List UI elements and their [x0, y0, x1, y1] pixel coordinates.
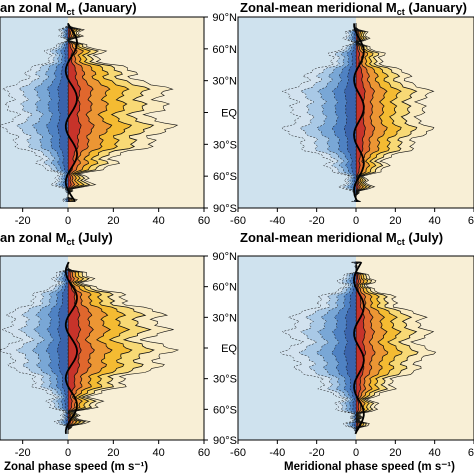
x-tick-label: 0 — [353, 447, 359, 459]
x-tick-label: 40 — [429, 447, 441, 459]
lat-label: 60°N — [212, 44, 237, 56]
x-tick-label: 60 — [198, 215, 210, 227]
x-tick-label: -40 — [269, 447, 285, 459]
lat-label: 30°N — [212, 76, 237, 88]
lat-label: 30°N — [212, 312, 237, 324]
x-axis-label: Meridional phase speed (m s⁻¹) — [284, 461, 455, 473]
west-contour-4 — [331, 261, 357, 434]
x-tick-label: -20 — [309, 447, 325, 459]
lat-label: EQ — [221, 108, 237, 120]
x-tick-label: 0 — [65, 447, 71, 459]
x-tick-label: 20 — [107, 215, 119, 227]
x-tick-label: -60 — [230, 215, 246, 227]
panel-title: Zonal-mean meridional Mct (July) — [240, 230, 443, 247]
x-tick-label: 60 — [468, 215, 474, 227]
x-tick-label: -20 — [15, 215, 31, 227]
x-tick-label: -20 — [15, 447, 31, 459]
plot-area — [238, 256, 474, 440]
lat-label: 60°S — [213, 171, 237, 183]
x-tick-label: -40 — [269, 215, 285, 227]
lat-label: 90°S — [213, 435, 237, 447]
zero-contour — [64, 22, 79, 203]
panel-2: Zonal-mean meridional Mct (January) -60 -4… — [230, 0, 474, 227]
x-tick-label: -20 — [309, 215, 325, 227]
x-tick-label: 60 — [198, 447, 210, 459]
panel-4: Zonal-mean meridional Mct (July) -60 -40 -2… — [230, 230, 474, 473]
zero-contour — [353, 23, 365, 202]
panel-title: an zonal Mct (January) — [0, 0, 137, 17]
lat-label: 60°S — [213, 404, 237, 416]
lat-label: 90°N — [212, 251, 237, 263]
lat-label: 90°S — [213, 203, 237, 215]
panel-title: Zonal-mean meridional Mct (January) — [240, 0, 467, 17]
zero-contour — [64, 261, 79, 434]
lat-label: 90°N — [212, 12, 237, 24]
x-axis-label: Zonal phase speed (m s⁻¹) — [4, 461, 148, 473]
x-tick-label: 20 — [107, 447, 119, 459]
lat-label: EQ — [221, 343, 237, 355]
x-tick-label: 40 — [153, 215, 165, 227]
x-tick-label: 20 — [389, 447, 401, 459]
lat-label: 30°S — [213, 139, 237, 151]
x-tick-label: 60 — [468, 447, 474, 459]
x-tick-label: 20 — [389, 215, 401, 227]
x-tick-label: -60 — [230, 447, 246, 459]
x-tick-label: 40 — [429, 215, 441, 227]
west-contour-5 — [343, 23, 357, 202]
west-contour-5 — [56, 262, 69, 434]
x-tick-label: 40 — [153, 447, 165, 459]
plot-area — [0, 17, 204, 208]
plot-area — [238, 17, 474, 208]
panel-title: an zonal Mct (July) — [0, 230, 113, 247]
panel-3: an zonal Mct (July) -20 0 20 40 60 90°N 60°N 30°… — [0, 230, 237, 473]
x-tick-label: 0 — [353, 215, 359, 227]
lat-label: 30°S — [213, 374, 237, 386]
panel-1: an zonal Mct (January) -20 0 20 40 60 90°N 60°N… — [0, 0, 237, 227]
plot-area — [0, 256, 204, 440]
x-tick-label: 0 — [65, 215, 71, 227]
lat-label: 60°N — [212, 282, 237, 294]
west-contour-5 — [343, 261, 357, 434]
zero-contour — [353, 261, 365, 435]
